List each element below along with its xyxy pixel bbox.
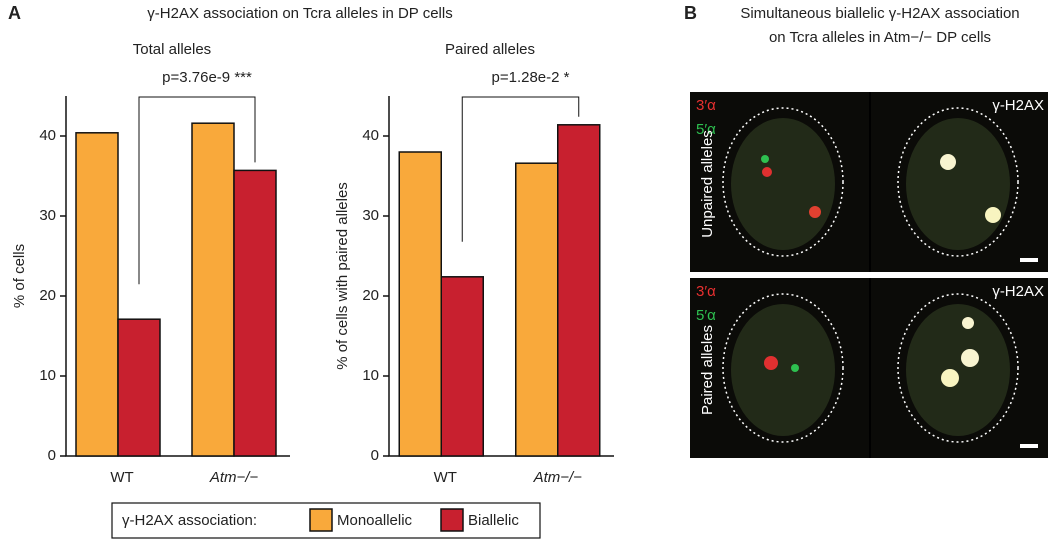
fluorescent-spot: [809, 206, 821, 218]
stain-label: γ-H2AX: [992, 97, 1044, 114]
y-axis-label: % of cells: [11, 244, 28, 308]
fluorescent-spot: [940, 154, 956, 170]
significance-bracket: [461, 96, 580, 242]
legend-label: Biallelic: [468, 512, 519, 529]
y-tick-label: 30: [362, 207, 379, 224]
significance-bracket: [138, 96, 256, 285]
bar: [191, 122, 235, 457]
bar: [515, 162, 559, 457]
cell-outline: [722, 293, 844, 443]
fluorescent-spot: [941, 369, 959, 387]
cell-outline: [897, 107, 1019, 257]
panel-label: A: [8, 3, 21, 23]
legend-swatch: [309, 508, 333, 532]
fluorescent-spot: [762, 167, 772, 177]
legend-swatch: [440, 508, 464, 532]
chart-title: Paired alleles: [445, 41, 535, 58]
y-tick-label: 20: [362, 287, 379, 304]
bar: [440, 276, 484, 457]
cell-glow: [906, 118, 1010, 250]
chart-title: Total alleles: [133, 41, 211, 58]
panel-label: B: [684, 3, 697, 23]
annotation: p=1.28e-2 *: [492, 69, 570, 86]
y-tick-label: 20: [39, 287, 56, 304]
y-tick-label: 0: [48, 447, 56, 464]
fluorescent-spot: [761, 155, 769, 163]
stain-label: γ-H2AX: [992, 283, 1044, 300]
x-tick-label: Atm−/−: [533, 469, 583, 486]
bar: [233, 169, 277, 457]
bar: [117, 318, 161, 457]
panel-title: on Tcra alleles in Atm−/− DP cells: [769, 29, 991, 46]
scale-bar: [1020, 444, 1038, 448]
y-tick-label: 10: [39, 367, 56, 384]
bar: [557, 124, 601, 457]
scale-bar: [1020, 258, 1038, 262]
y-axis-label: % of cells with paired alleles: [334, 182, 351, 370]
legend-box: [111, 502, 541, 539]
x-tick-label: Atm−/−: [209, 469, 259, 486]
cell-outline: [722, 107, 844, 257]
bar: [398, 151, 442, 457]
y-tick-label: 10: [362, 367, 379, 384]
legend-label: Monoallelic: [337, 512, 413, 529]
panel-title: Simultaneous biallelic γ-H2AX associatio…: [740, 5, 1019, 22]
cell-glow: [731, 304, 835, 436]
legend-title: γ-H2AX association:: [122, 512, 257, 529]
cell-glow: [731, 118, 835, 250]
panel-title: γ-H2AX association on Tcra alleles in DP…: [147, 5, 452, 22]
probe-label: 3′α: [696, 97, 716, 114]
cell-outline: [897, 293, 1019, 443]
row-label: Unpaired alleles: [699, 130, 716, 238]
x-tick-label: WT: [434, 469, 457, 486]
bar: [75, 132, 119, 457]
y-tick-label: 40: [39, 127, 56, 144]
fluorescent-spot: [764, 356, 778, 370]
y-tick-label: 40: [362, 127, 379, 144]
y-tick-label: 0: [371, 447, 379, 464]
probe-label: 3′α: [696, 283, 716, 300]
annotation: p=3.76e-9 ***: [162, 69, 252, 86]
probe-label: 5′α: [696, 121, 716, 138]
row-label: Paired alleles: [699, 325, 716, 415]
fluorescent-spot: [791, 364, 799, 372]
x-tick-label: WT: [110, 469, 133, 486]
fluorescent-spot: [985, 207, 1001, 223]
cell-glow: [906, 304, 1010, 436]
probe-label: 5′α: [696, 307, 716, 324]
fluorescent-spot: [962, 317, 974, 329]
y-tick-label: 30: [39, 207, 56, 224]
fluorescent-spot: [961, 349, 979, 367]
